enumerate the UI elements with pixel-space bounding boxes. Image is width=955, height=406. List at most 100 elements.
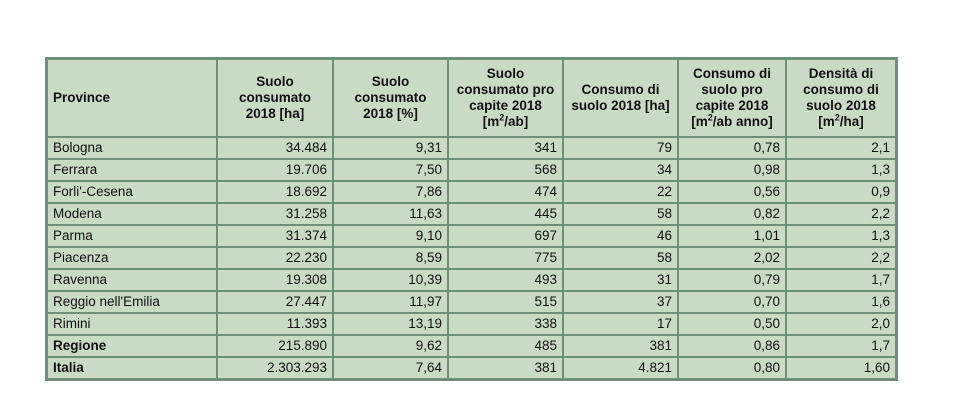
header-superscript: 2 <box>707 112 713 123</box>
value-cell-consumo-pro-capite: 0,78 <box>677 136 787 160</box>
land-consumption-table: Province Suolo consumato 2018 [ha] Suolo c… <box>48 60 895 378</box>
header-text: Consumo di suolo pro capite 2018 [m <box>691 66 771 129</box>
table-row: Italia 2.303.293 7,64 381 4.821 0,80 1,60 <box>48 356 895 378</box>
column-header-suolo-consumato-pct: Suolo consumato 2018 [%] <box>332 60 449 138</box>
column-header-province: Province <box>48 60 218 138</box>
header-text: Consumo di suolo 2018 [ha] <box>571 82 670 113</box>
value-cell-suolo-consumato-pct: 10,39 <box>332 268 449 292</box>
header-superscript: 2 <box>834 112 840 123</box>
column-header-consumo-suolo-ha: Consumo di suolo 2018 [ha] <box>562 60 679 138</box>
province-name-cell: Italia <box>48 356 218 378</box>
value-cell-densita-consumo: 1,7 <box>785 334 895 358</box>
value-cell-suolo-consumato-ha: 27.447 <box>216 290 334 314</box>
province-name-cell: Forli'-Cesena <box>48 180 218 204</box>
province-name-cell: Modena <box>48 202 218 226</box>
value-cell-densita-consumo: 1,60 <box>785 356 895 378</box>
land-consumption-table-frame: Province Suolo consumato 2018 [ha] Suolo c… <box>45 57 898 381</box>
header-text: Suolo consumato pro capite 2018 [m <box>456 66 555 129</box>
value-cell-consumo-pro-capite: 0,98 <box>677 158 787 182</box>
value-cell-consumo-pro-capite: 2,02 <box>677 246 787 270</box>
value-cell-suolo-consumato-ha: 18.692 <box>216 180 334 204</box>
value-cell-suolo-consumato-ha: 11.393 <box>216 312 334 336</box>
value-cell-consumo-pro-capite: 0,56 <box>677 180 787 204</box>
value-cell-suolo-pro-capite: 493 <box>447 268 564 292</box>
table-row: Ravenna 19.308 10,39 493 31 0,79 1,7 <box>48 268 895 292</box>
value-cell-suolo-consumato-ha: 31.374 <box>216 224 334 248</box>
value-cell-suolo-consumato-pct: 9,31 <box>332 136 449 160</box>
value-cell-suolo-consumato-pct: 11,63 <box>332 202 449 226</box>
value-cell-suolo-consumato-ha: 31.258 <box>216 202 334 226</box>
value-cell-suolo-consumato-ha: 19.706 <box>216 158 334 182</box>
value-cell-suolo-pro-capite: 445 <box>447 202 564 226</box>
value-cell-consumo-suolo-ha: 58 <box>562 202 679 226</box>
header-text-suffix: /ab] <box>504 114 529 129</box>
value-cell-suolo-consumato-pct: 11,97 <box>332 290 449 314</box>
header-text-suffix: /ab anno] <box>712 114 773 129</box>
value-cell-suolo-consumato-pct: 9,10 <box>332 224 449 248</box>
value-cell-consumo-suolo-ha: 17 <box>562 312 679 336</box>
header-superscript: 2 <box>499 112 505 123</box>
value-cell-consumo-suolo-ha: 58 <box>562 246 679 270</box>
value-cell-consumo-pro-capite: 0,86 <box>677 334 787 358</box>
value-cell-suolo-pro-capite: 568 <box>447 158 564 182</box>
column-header-consumo-pro-capite: Consumo di suolo pro capite 2018 [m2/ab … <box>677 60 787 138</box>
value-cell-suolo-pro-capite: 515 <box>447 290 564 314</box>
table-row: Bologna 34.484 9,31 341 79 0,78 2,1 <box>48 136 895 160</box>
table-row: Parma 31.374 9,10 697 46 1,01 1,3 <box>48 224 895 248</box>
table-row: Ferrara 19.706 7,50 568 34 0,98 1,3 <box>48 158 895 182</box>
value-cell-consumo-pro-capite: 0,82 <box>677 202 787 226</box>
table-row: Regione 215.890 9,62 485 381 0,86 1,7 <box>48 334 895 358</box>
value-cell-suolo-consumato-ha: 22.230 <box>216 246 334 270</box>
value-cell-suolo-pro-capite: 341 <box>447 136 564 160</box>
value-cell-densita-consumo: 1,3 <box>785 158 895 182</box>
table-row: Rimini 11.393 13,19 338 17 0,50 2,0 <box>48 312 895 336</box>
value-cell-consumo-pro-capite: 0,50 <box>677 312 787 336</box>
value-cell-densita-consumo: 2,2 <box>785 202 895 226</box>
value-cell-suolo-consumato-ha: 215.890 <box>216 334 334 358</box>
value-cell-suolo-consumato-pct: 7,50 <box>332 158 449 182</box>
column-header-densita-consumo: Densità di consumo di suolo 2018 [m2/ha] <box>785 60 895 138</box>
header-text-suffix: /ha] <box>839 114 864 129</box>
value-cell-densita-consumo: 2,1 <box>785 136 895 160</box>
value-cell-densita-consumo: 1,3 <box>785 224 895 248</box>
table-row: Forli'-Cesena 18.692 7,86 474 22 0,56 0,9 <box>48 180 895 204</box>
value-cell-consumo-pro-capite: 1,01 <box>677 224 787 248</box>
header-text: Suolo consumato 2018 [%] <box>354 74 427 121</box>
value-cell-suolo-pro-capite: 775 <box>447 246 564 270</box>
header-row: Province Suolo consumato 2018 [ha] Suolo c… <box>48 60 895 138</box>
value-cell-suolo-consumato-ha: 34.484 <box>216 136 334 160</box>
province-name-cell: Ferrara <box>48 158 218 182</box>
value-cell-densita-consumo: 0,9 <box>785 180 895 204</box>
value-cell-densita-consumo: 2,2 <box>785 246 895 270</box>
table-row: Piacenza 22.230 8,59 775 58 2,02 2,2 <box>48 246 895 270</box>
province-name-cell: Rimini <box>48 312 218 336</box>
value-cell-densita-consumo: 2,0 <box>785 312 895 336</box>
value-cell-consumo-pro-capite: 0,70 <box>677 290 787 314</box>
value-cell-suolo-pro-capite: 485 <box>447 334 564 358</box>
value-cell-consumo-suolo-ha: 381 <box>562 334 679 358</box>
column-header-suolo-pro-capite: Suolo consumato pro capite 2018 [m2/ab] <box>447 60 564 138</box>
table-row: Modena 31.258 11,63 445 58 0,82 2,2 <box>48 202 895 226</box>
province-name-cell: Piacenza <box>48 246 218 270</box>
province-name-cell: Ravenna <box>48 268 218 292</box>
value-cell-consumo-suolo-ha: 4.821 <box>562 356 679 378</box>
header-text: Densità di consumo di suolo 2018 [m <box>803 66 879 129</box>
value-cell-consumo-suolo-ha: 79 <box>562 136 679 160</box>
value-cell-suolo-consumato-pct: 13,19 <box>332 312 449 336</box>
value-cell-consumo-suolo-ha: 34 <box>562 158 679 182</box>
value-cell-suolo-pro-capite: 697 <box>447 224 564 248</box>
value-cell-suolo-consumato-pct: 8,59 <box>332 246 449 270</box>
value-cell-suolo-pro-capite: 338 <box>447 312 564 336</box>
value-cell-suolo-consumato-pct: 9,62 <box>332 334 449 358</box>
province-name-cell: Parma <box>48 224 218 248</box>
value-cell-consumo-pro-capite: 0,79 <box>677 268 787 292</box>
value-cell-suolo-pro-capite: 381 <box>447 356 564 378</box>
value-cell-consumo-suolo-ha: 31 <box>562 268 679 292</box>
header-text: Suolo consumato 2018 [ha] <box>238 74 311 121</box>
province-name-cell: Bologna <box>48 136 218 160</box>
province-name-cell: Regione <box>48 334 218 358</box>
province-name-cell: Reggio nell'Emilia <box>48 290 218 314</box>
value-cell-suolo-consumato-pct: 7,64 <box>332 356 449 378</box>
value-cell-densita-consumo: 1,6 <box>785 290 895 314</box>
value-cell-suolo-consumato-pct: 7,86 <box>332 180 449 204</box>
